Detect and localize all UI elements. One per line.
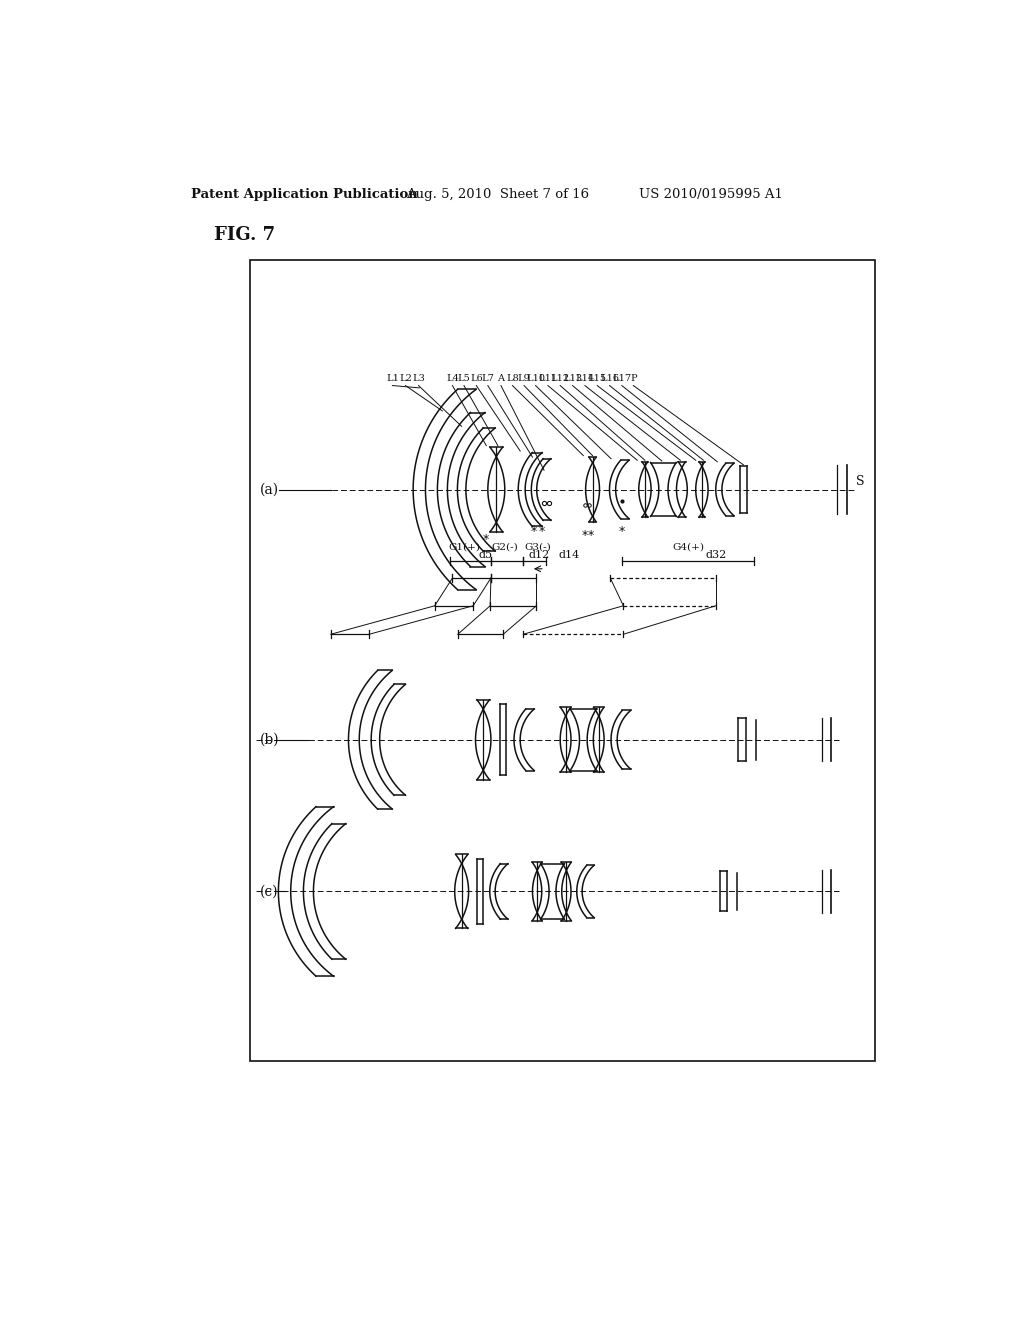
Text: d12: d12 (528, 549, 549, 560)
Text: L4: L4 (446, 375, 459, 383)
Text: *: * (530, 525, 538, 539)
Text: *: * (482, 533, 488, 546)
Text: L14: L14 (575, 375, 594, 383)
Text: L6: L6 (470, 375, 482, 383)
Text: (a): (a) (260, 483, 280, 496)
Text: L12: L12 (551, 375, 569, 383)
Text: G2(-): G2(-) (492, 543, 518, 552)
Text: *: * (588, 529, 594, 543)
Text: L17: L17 (612, 375, 632, 383)
Text: US 2010/0195995 A1: US 2010/0195995 A1 (639, 187, 782, 201)
Text: (c): (c) (260, 884, 279, 899)
Text: d5: d5 (478, 549, 493, 560)
Text: L15: L15 (588, 375, 606, 383)
Text: L11: L11 (539, 375, 557, 383)
Text: L9: L9 (518, 375, 530, 383)
Text: L2: L2 (399, 375, 412, 383)
Text: L3: L3 (412, 375, 425, 383)
Text: *: * (539, 525, 545, 539)
Text: Patent Application Publication: Patent Application Publication (190, 187, 418, 201)
Text: G4(+): G4(+) (672, 543, 705, 552)
Text: L16: L16 (600, 375, 618, 383)
Text: A: A (498, 375, 505, 383)
Text: Aug. 5, 2010  Sheet 7 of 16: Aug. 5, 2010 Sheet 7 of 16 (407, 187, 590, 201)
Text: P: P (630, 375, 637, 383)
Text: L10: L10 (526, 375, 545, 383)
Text: L1: L1 (386, 375, 398, 383)
Text: G1(+): G1(+) (449, 543, 480, 552)
Text: (b): (b) (260, 733, 280, 747)
Bar (250, 260, 876, 1061)
Text: S: S (856, 475, 864, 488)
Text: G3(-): G3(-) (524, 543, 551, 552)
Text: L13: L13 (563, 375, 582, 383)
Text: d32: d32 (706, 549, 726, 560)
Text: L8: L8 (506, 375, 519, 383)
Text: *: * (618, 525, 625, 539)
Text: d14: d14 (559, 549, 580, 560)
Text: FIG. 7: FIG. 7 (214, 226, 274, 244)
Text: L5: L5 (458, 375, 470, 383)
Text: *: * (582, 529, 588, 543)
Text: L7: L7 (481, 375, 495, 383)
